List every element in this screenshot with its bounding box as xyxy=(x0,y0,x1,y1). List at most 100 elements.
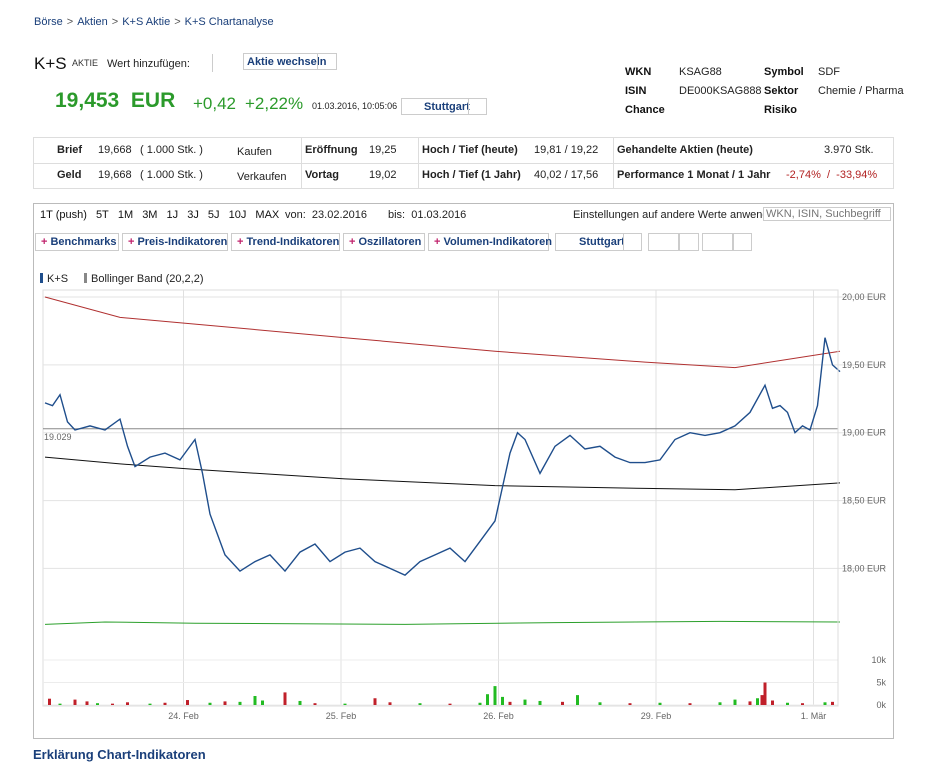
stock-name: K+S xyxy=(34,54,67,73)
range-3j[interactable]: 3J xyxy=(187,209,199,221)
range-max[interactable]: MAX xyxy=(255,209,280,221)
exchange-select[interactable]: Stuttgart xyxy=(401,98,487,115)
volume-bar xyxy=(748,701,752,705)
column-divider xyxy=(613,138,614,188)
apply-settings-label: Einstellungen auf andere Werte anwenden: xyxy=(573,209,784,221)
legend-price[interactable]: K+S xyxy=(40,273,68,285)
volume-indicators-button[interactable]: + Volumen-Indikatoren xyxy=(428,233,553,251)
dropdown-divider xyxy=(468,98,469,115)
trend-indicators-button[interactable]: + Trend-Indikatoren xyxy=(231,233,340,251)
volume-bar xyxy=(576,695,579,705)
performance-value: -2,74% / -33,94% xyxy=(786,169,877,181)
x-tick-label: 1. Mär xyxy=(801,711,827,721)
chart-exchange-select[interactable]: Stuttgart xyxy=(555,233,642,251)
volume-bar xyxy=(508,701,512,705)
geld-label: Geld xyxy=(57,169,82,181)
volume-bar xyxy=(801,703,804,705)
date-from-label: von: xyxy=(285,209,306,221)
date-from-value: 23.02.2016 xyxy=(311,209,367,221)
price-indicators-button[interactable]: + Preis-Indikatoren xyxy=(122,233,228,251)
benchmarks-label: Benchmarks xyxy=(50,236,117,248)
switch-stock-button[interactable]: Aktie wechseln xyxy=(243,53,337,70)
volume-bar xyxy=(208,702,212,705)
range-5j[interactable]: 5J xyxy=(207,209,220,221)
isin-value: DE000KSAG888 xyxy=(679,85,762,97)
performance-year: -33,94% xyxy=(836,169,878,181)
sell-link[interactable]: Verkaufen xyxy=(237,171,287,183)
x-tick-label: 24. Feb xyxy=(168,711,199,721)
brief-size: ( 1.000 Stk. ) xyxy=(140,144,203,156)
volume-bar xyxy=(126,702,129,705)
y-tick-label: 18,50 EUR xyxy=(842,496,887,506)
oscillators-button[interactable]: + Oszillatoren xyxy=(343,233,425,251)
benchmarks-button[interactable]: + Benchmarks xyxy=(35,233,119,251)
volume-bar xyxy=(561,701,564,705)
volume-bar xyxy=(111,703,114,705)
volume-bar xyxy=(448,703,452,705)
chart-type-option[interactable] xyxy=(679,233,699,251)
performance-label: Performance 1 Monat / 1 Jahr xyxy=(617,169,771,181)
price-currency: EUR xyxy=(130,89,176,112)
volume-bar xyxy=(501,696,504,705)
risk-label: Risiko xyxy=(764,104,798,116)
chart-setting-option[interactable] xyxy=(702,233,733,251)
range-1m[interactable]: 1M xyxy=(117,209,134,221)
sell-label: Verkaufen xyxy=(237,171,287,183)
volume-bar xyxy=(73,699,77,705)
volume-indicators-label: Volumen-Indikatoren xyxy=(443,236,553,248)
volume-bar xyxy=(163,702,167,705)
plus-icon: + xyxy=(128,236,135,248)
high-low-year-value: 40,02 / 17,56 xyxy=(534,169,599,181)
wkn-label: WKN xyxy=(625,66,652,78)
breadcrumb-ks-aktie[interactable]: K+S Aktie xyxy=(122,16,171,28)
volume-bar xyxy=(48,698,51,705)
date-to[interactable]: bis: 01.03.2016 xyxy=(388,209,466,221)
oscillators-label: Oszillatoren xyxy=(358,236,422,248)
date-from[interactable]: von: 23.02.2016 xyxy=(285,209,367,221)
chance-label: Chance xyxy=(625,104,665,116)
plus-icon: + xyxy=(434,236,441,248)
x-tick-label: 29. Feb xyxy=(641,711,672,721)
brief-value: 19,668 xyxy=(98,144,132,156)
symbol-label: Symbol xyxy=(764,66,804,78)
y-tick-label: 19,00 EUR xyxy=(842,428,887,438)
volume-bar xyxy=(598,702,602,705)
volume-bar xyxy=(718,702,722,705)
legend-swatch xyxy=(84,273,87,283)
volume-bar xyxy=(493,686,497,705)
reference-label: 19.029 xyxy=(44,432,72,442)
symbol-value: SDF xyxy=(818,66,840,78)
range-1j[interactable]: 1J xyxy=(166,209,179,221)
range-10j[interactable]: 10J xyxy=(228,209,247,221)
trend-indicators-label: Trend-Indikatoren xyxy=(246,236,340,248)
volume-bar xyxy=(538,700,542,705)
time-range-selector: 1T (push) 5T 1M 3M 1J 3J 5J 10J MAX xyxy=(40,209,285,221)
volume-tick-label: 10k xyxy=(871,655,886,665)
buy-link[interactable]: Kaufen xyxy=(237,146,272,158)
range-5t[interactable]: 5T xyxy=(95,209,109,221)
range-3m[interactable]: 3M xyxy=(142,209,158,221)
range-1t[interactable]: 1T (push) xyxy=(40,209,87,221)
dropdown-toggle[interactable] xyxy=(623,233,642,251)
price-indicators-label: Preis-Indikatoren xyxy=(137,236,228,248)
volume-bar xyxy=(771,700,774,705)
volume-bar xyxy=(85,701,89,705)
breadcrumb-aktien[interactable]: Aktien xyxy=(77,16,108,28)
breadcrumb-boerse[interactable]: Börse xyxy=(34,16,63,28)
chart-indicators-help-link[interactable]: Erklärung Chart-Indikatoren xyxy=(33,747,206,762)
volume-bar xyxy=(786,702,789,705)
volume-bar xyxy=(298,700,302,705)
chart-setting-option[interactable] xyxy=(733,233,752,251)
price-value: 19,453 xyxy=(55,89,120,112)
isin-label: ISIN xyxy=(625,85,647,97)
legend-bollinger[interactable]: Bollinger Band (20,2,2) xyxy=(84,273,204,285)
volume-bar xyxy=(756,698,759,705)
volume-bar xyxy=(261,700,264,705)
plus-icon: + xyxy=(349,236,356,248)
plus-icon: + xyxy=(41,236,48,248)
apply-settings-search-input[interactable] xyxy=(763,207,891,221)
breadcrumb-chartanalyse[interactable]: K+S Chartanalyse xyxy=(184,16,274,28)
prev-close-value: 19,02 xyxy=(369,169,397,181)
chart-type-option[interactable] xyxy=(648,233,679,251)
